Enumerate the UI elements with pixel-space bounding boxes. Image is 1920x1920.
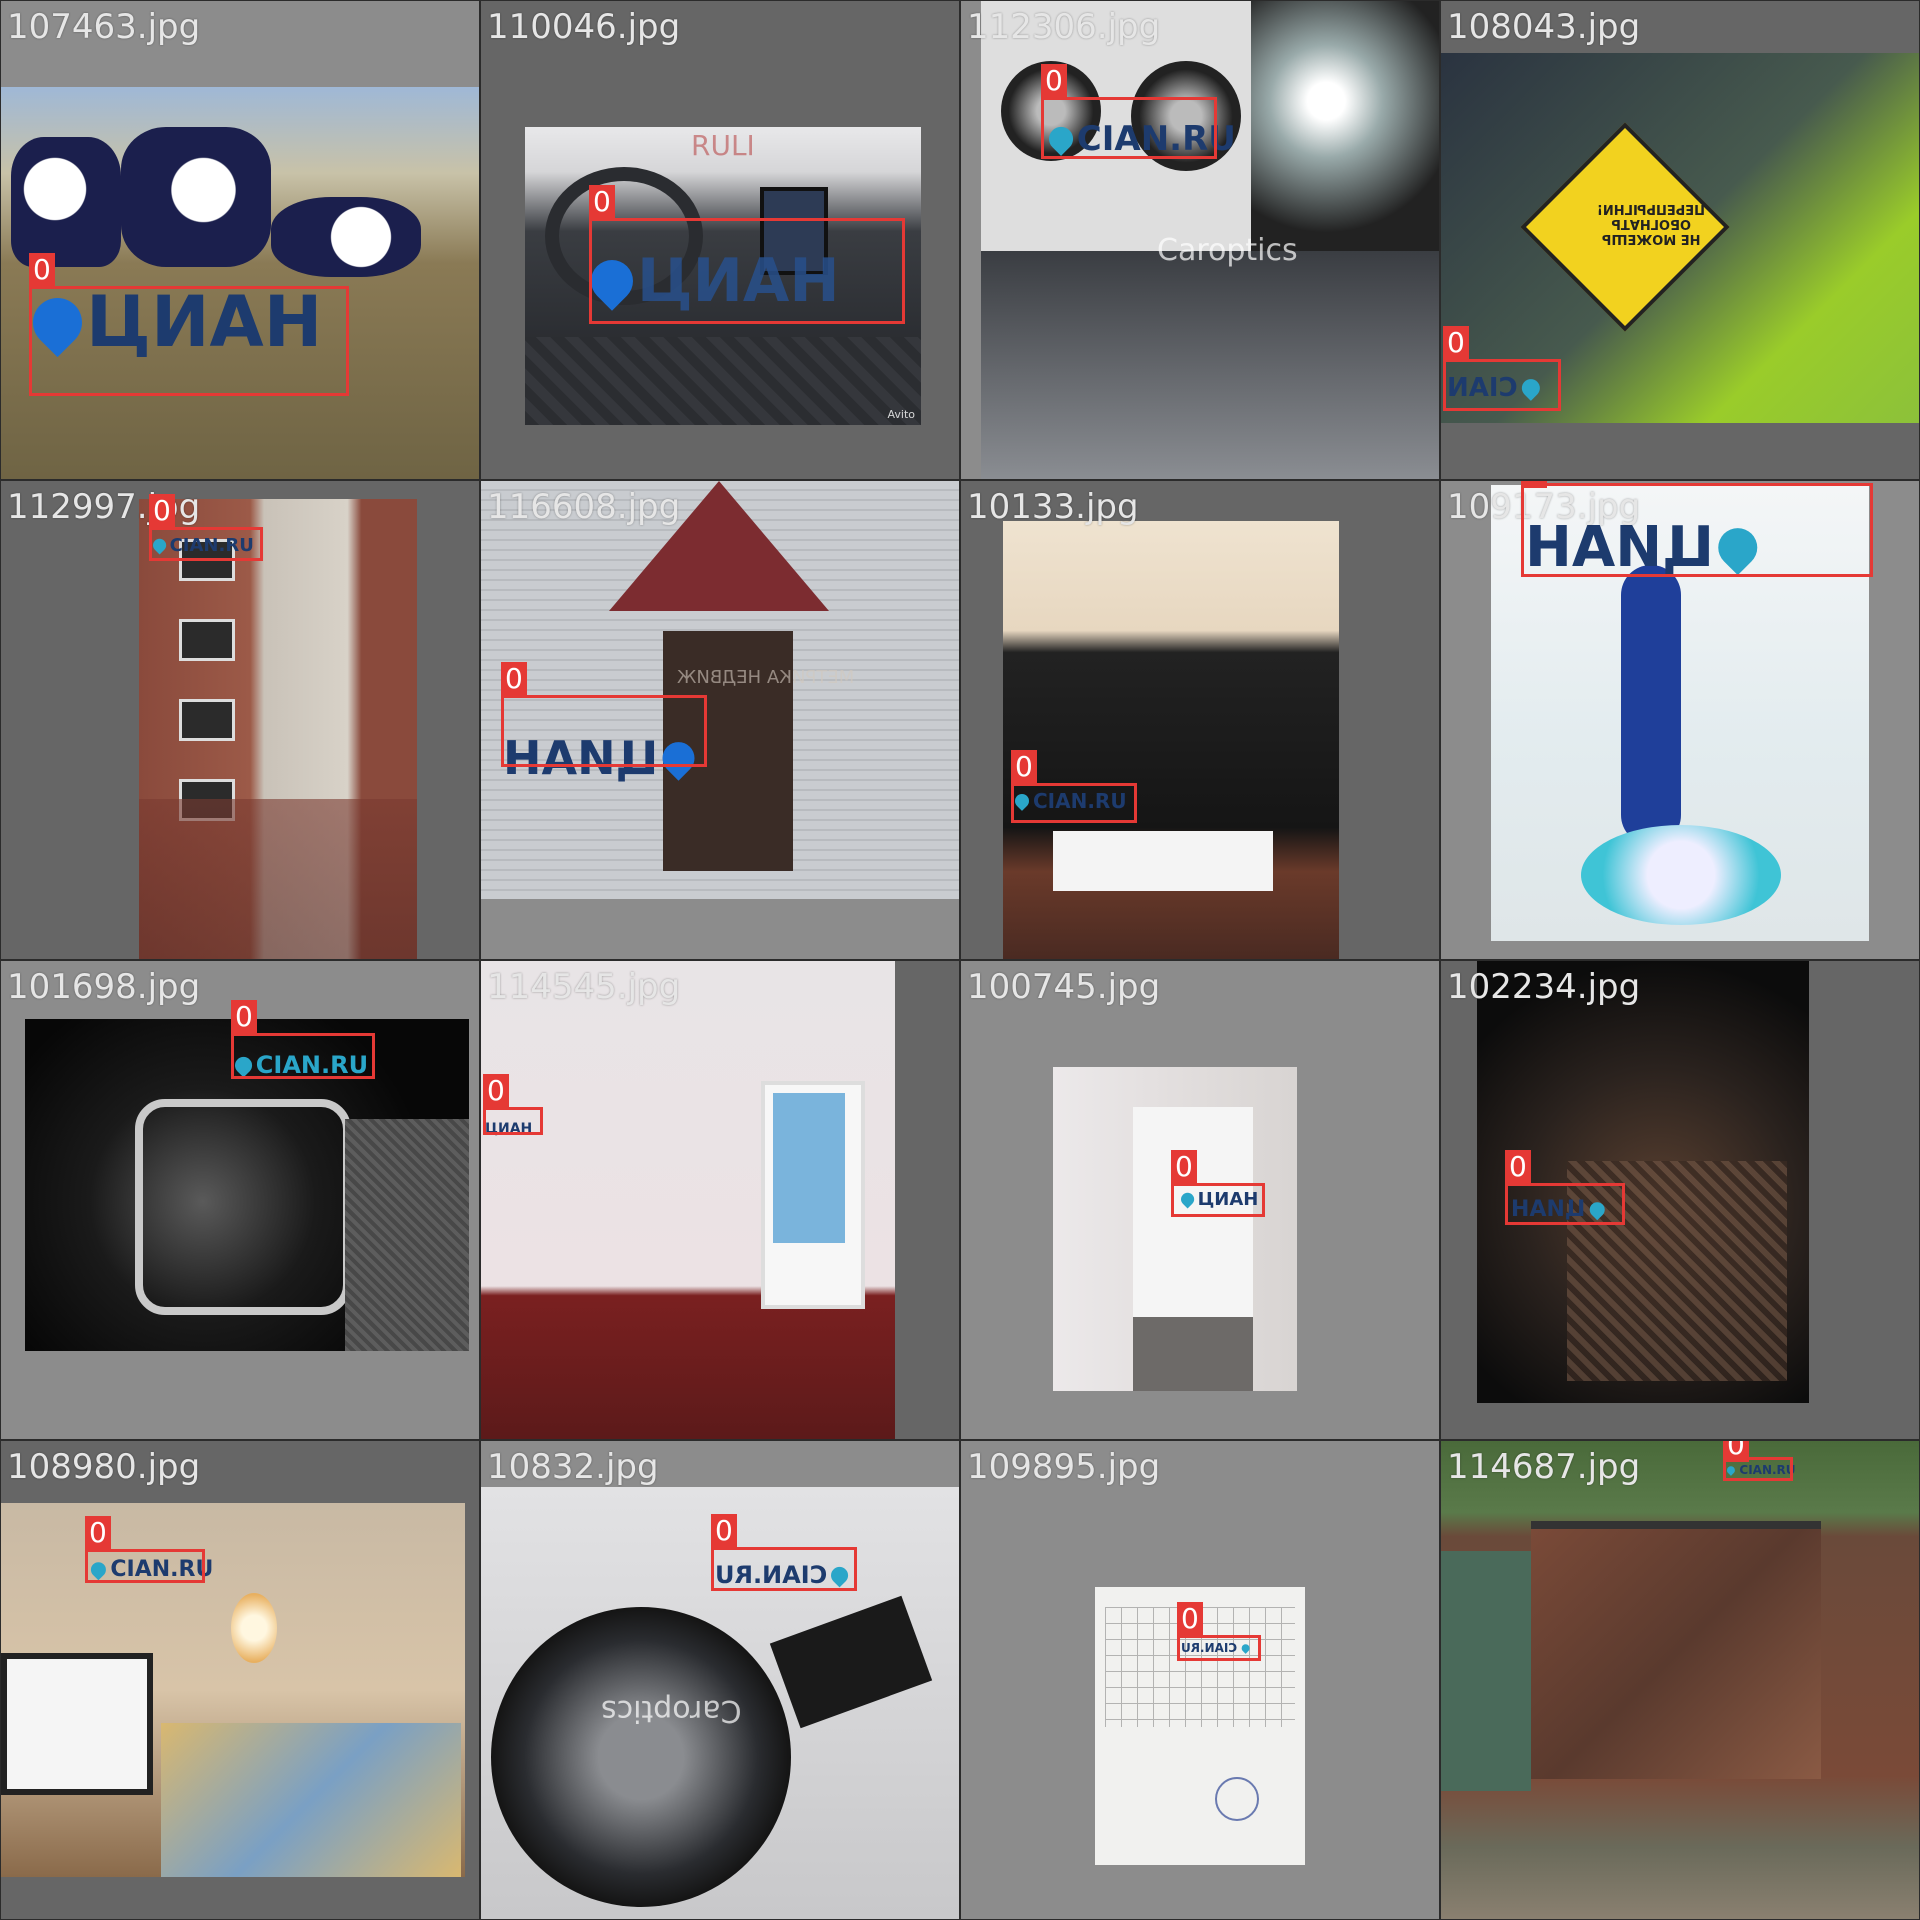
image-tile[interactable]: CIAN.RU 0 10133.jpg — [961, 481, 1439, 959]
image-tile[interactable]: ЦИАН 0 100745.jpg — [961, 961, 1439, 1439]
watermark: CIAN.RU — [87, 1557, 213, 1582]
photo-printer — [1003, 521, 1339, 959]
image-tile[interactable]: ЦИАН 0 102234.jpg — [1441, 961, 1919, 1439]
detection-box[interactable]: 0 — [149, 494, 263, 561]
watermark: ЦИАН — [22, 281, 322, 363]
detection-box[interactable]: 0 — [483, 1074, 543, 1135]
filename-label: 114687.jpg — [1447, 1447, 1641, 1487]
filename-label: 10133.jpg — [967, 487, 1139, 527]
class-label: 0 — [1505, 1150, 1531, 1184]
class-label: 0 — [149, 494, 175, 528]
detection-box[interactable]: 0 — [1521, 481, 1873, 577]
class-label: 0 — [1521, 481, 1547, 488]
photo-bathroom — [1053, 1067, 1297, 1391]
overlay-text: Caroptics — [1157, 233, 1298, 268]
watermark: CIAN.RU — [1012, 789, 1127, 813]
watermark: ЦИАН — [1178, 1189, 1258, 1210]
photo-brick-building — [139, 499, 417, 959]
image-tile[interactable]: МЕТРИКА НЕДВИЖ ЦИАН 0 116608.jpg — [481, 481, 959, 959]
photo-entrance — [481, 481, 959, 899]
filename-label: 112306.jpg — [967, 7, 1161, 47]
filename-label: 100745.jpg — [967, 967, 1161, 1007]
detection-box[interactable]: 0 — [1171, 1150, 1265, 1217]
image-tile[interactable]: НЕ МОЖЕШЬ ОБОГНАТЬ ПЕРЕПРЫГНИ! CIAN 0 10… — [1441, 1, 1919, 479]
photo-cows — [1, 87, 479, 479]
image-tile[interactable]: CIAN.RU 0 109895.jpg — [961, 1441, 1439, 1919]
photo-garage — [1441, 1441, 1919, 1919]
class-label: 0 — [1011, 750, 1037, 784]
class-label: 0 — [589, 185, 615, 219]
photo-foglights — [981, 1, 1439, 479]
overlay-text: МЕТРИКА НЕДВИЖ — [677, 667, 855, 688]
road-sign-text: НЕ МОЖЕШЬ ОБОГНАТЬ ПЕРЕПРЫГНИ! — [1596, 201, 1706, 246]
detection-box[interactable]: 0 — [501, 662, 707, 767]
class-label: 0 — [501, 662, 527, 696]
image-tile[interactable]: CIAN.RU 0 112997.jpg — [1, 481, 479, 959]
filename-label: 102234.jpg — [1447, 967, 1641, 1007]
image-tile[interactable]: Caroptics CIAN.RU 0 112306.jpg — [961, 1, 1439, 479]
image-tile[interactable]: ЦИАН 0 107463.jpg — [1, 1, 479, 479]
image-tile[interactable]: CIAN.RU 0 108980.jpg — [1, 1441, 479, 1919]
photo-empty-room — [481, 961, 895, 1439]
image-tile[interactable]: ЦИАН 0 109173.jpg — [1441, 481, 1919, 959]
image-tile[interactable]: RULI ЦИАН 0 Avito 110046.jpg — [481, 1, 959, 479]
class-label: 0 — [85, 1516, 111, 1550]
image-tile[interactable]: CIAN.RU 0 114687.jpg — [1441, 1441, 1919, 1919]
detection-box[interactable]: 0 — [1505, 1150, 1625, 1225]
detection-box[interactable]: 0 — [711, 1514, 857, 1591]
filename-label: 116608.jpg — [487, 487, 681, 527]
class-label: 0 — [1177, 1602, 1203, 1636]
photo-foglight-single — [481, 1487, 959, 1919]
detection-box[interactable]: 0 — [1177, 1602, 1261, 1661]
detection-box[interactable]: 0 — [1723, 1441, 1793, 1481]
class-label: 0 — [1723, 1441, 1749, 1462]
detection-box[interactable]: 0 — [589, 185, 905, 324]
detection-box[interactable]: 0 — [231, 1000, 375, 1079]
watermark: CIAN.RU — [150, 535, 254, 556]
photo-bedroom — [1, 1503, 465, 1877]
class-label: 0 — [711, 1514, 737, 1548]
watermark: CIAN.RU — [231, 1051, 368, 1079]
filename-label: 108980.jpg — [7, 1447, 201, 1487]
watermark: CIAN.RU — [1044, 119, 1236, 159]
detection-box[interactable]: 0 — [1011, 750, 1137, 823]
filename-label: 109895.jpg — [967, 1447, 1161, 1487]
overlay-text: RULI — [691, 129, 755, 162]
photo-salon — [1491, 485, 1869, 941]
class-label: 0 — [1171, 1150, 1197, 1184]
detection-box[interactable]: 0 — [85, 1516, 205, 1583]
class-label: 0 — [483, 1074, 509, 1108]
class-label: 0 — [1041, 64, 1067, 98]
filename-label: 108043.jpg — [1447, 7, 1641, 47]
overlay-text: Caroptics — [601, 1693, 742, 1728]
avito-watermark: Avito — [887, 408, 916, 421]
watermark: ЦИАН — [582, 246, 840, 316]
watermark: CIAN.RU — [1725, 1463, 1796, 1477]
image-tile[interactable]: ЦИАН 0 114545.jpg — [481, 961, 959, 1439]
class-label: 0 — [231, 1000, 257, 1034]
photo-gear-shifter — [25, 1019, 469, 1351]
detection-box[interactable]: 0 — [1041, 64, 1217, 159]
filename-label: 109173.jpg — [1447, 487, 1641, 527]
detection-box[interactable]: 0 — [1443, 326, 1561, 411]
detection-box[interactable]: 0 — [29, 253, 349, 396]
filename-label: 107463.jpg — [7, 7, 201, 47]
class-label: 0 — [29, 253, 55, 287]
filename-label: 10832.jpg — [487, 1447, 659, 1487]
filename-label: 114545.jpg — [487, 967, 681, 1007]
image-tile[interactable]: CIAN.RU 0 101698.jpg — [1, 961, 479, 1439]
filename-label: 101698.jpg — [7, 967, 201, 1007]
photo-floor-mat — [1477, 961, 1809, 1403]
filename-label: 110046.jpg — [487, 7, 681, 47]
class-label: 0 — [1443, 326, 1469, 360]
image-tile[interactable]: Caroptics CIAN.RU 0 10832.jpg — [481, 1441, 959, 1919]
